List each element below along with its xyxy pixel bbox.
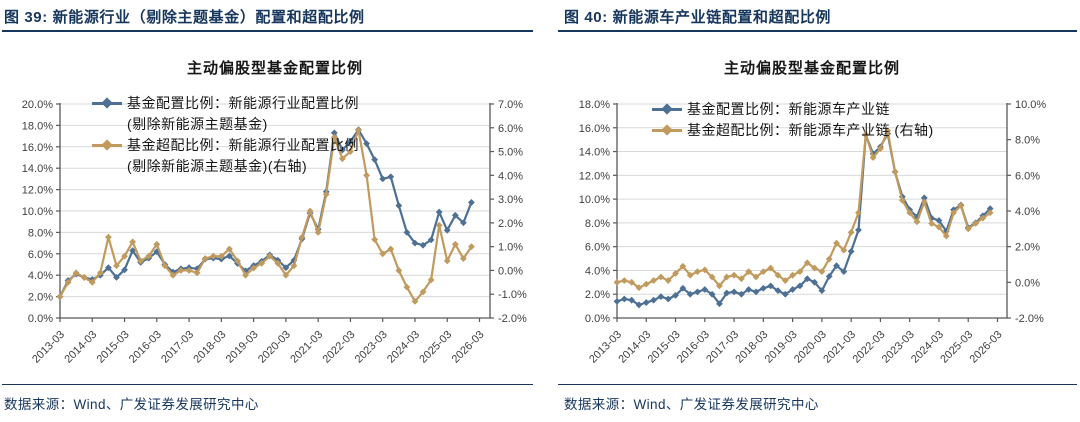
svg-text:-2.0%: -2.0%: [498, 313, 527, 325]
figure-caption: 图 40: 新能源车产业链配置和超配比例: [564, 9, 832, 26]
svg-text:2.0%: 2.0%: [498, 218, 523, 230]
svg-text:2.0%: 2.0%: [28, 292, 53, 304]
svg-text:2.0%: 2.0%: [1015, 242, 1040, 254]
svg-text:0.0%: 0.0%: [585, 313, 610, 325]
svg-text:2019-03: 2019-03: [224, 329, 261, 366]
legend-label: 基金超配比例：新能源行业配置比例 (剔除新能源主题基金)(右轴): [127, 137, 359, 174]
svg-text:2017-03: 2017-03: [159, 329, 196, 366]
svg-text:6.0%: 6.0%: [1015, 170, 1040, 182]
svg-text:20.0%: 20.0%: [22, 99, 53, 111]
svg-text:2021-03: 2021-03: [288, 329, 325, 366]
svg-text:2013-03: 2013-03: [30, 329, 67, 366]
svg-text:10.0%: 10.0%: [579, 194, 610, 206]
svg-text:8.0%: 8.0%: [585, 218, 610, 230]
svg-text:6.0%: 6.0%: [498, 123, 523, 135]
svg-text:0.0%: 0.0%: [28, 313, 53, 325]
caption-divider: [558, 30, 1077, 32]
source-divider: [2, 384, 533, 386]
source-divider: [558, 384, 1077, 386]
svg-text:6.0%: 6.0%: [585, 242, 610, 254]
legend-entry: 基金配置比例：新能源行业配置比例 (剔除新能源主题基金): [92, 93, 359, 135]
svg-text:0.0%: 0.0%: [1015, 277, 1040, 289]
svg-text:16.0%: 16.0%: [22, 142, 53, 154]
svg-text:4.0%: 4.0%: [585, 265, 610, 277]
chart-legend: 基金配置比例：新能源行业配置比例 (剔除新能源主题基金) 基金超配比例：新能源行…: [92, 93, 359, 177]
legend-entry: 基金超配比例：新能源车产业链 (右轴): [652, 120, 934, 141]
svg-text:2020-03: 2020-03: [256, 329, 293, 366]
line-chart: 0.0% 2.0% 4.0% 6.0% 8.0% 10.0% 12.0% 14.0% 16.0%…: [22, 99, 527, 366]
legend-entry: 基金配置比例：新能源车产业链: [652, 99, 934, 120]
line-diamond-marker-icon: [652, 99, 682, 120]
svg-text:2018-03: 2018-03: [191, 329, 228, 366]
svg-text:2023-03: 2023-03: [353, 329, 390, 366]
svg-text:18.0%: 18.0%: [22, 120, 53, 132]
chart-legend: 基金配置比例：新能源车产业链 基金超配比例：新能源车产业链 (右轴): [652, 99, 934, 141]
svg-text:3.0%: 3.0%: [498, 194, 523, 206]
svg-text:16.0%: 16.0%: [579, 123, 610, 135]
svg-text:8.0%: 8.0%: [28, 227, 53, 239]
source-note: 数据来源：Wind、广发证券发展研究中心: [4, 397, 259, 412]
chart-title: 主动偏股型基金配置比例: [723, 60, 900, 77]
source-note: 数据来源：Wind、广发证券发展研究中心: [564, 397, 819, 412]
svg-text:2016-03: 2016-03: [127, 329, 164, 366]
svg-text:18.0%: 18.0%: [579, 99, 610, 111]
svg-text:6.0%: 6.0%: [28, 249, 53, 261]
line-diamond-marker-icon: [92, 93, 122, 114]
legend-entry: 基金超配比例：新能源行业配置比例 (剔除新能源主题基金)(右轴): [92, 135, 359, 177]
svg-text:2015-03: 2015-03: [95, 329, 132, 366]
line-chart: 0.0% 2.0% 4.0% 6.0% 8.0% 10.0% 12.0% 14.0% 16.0%…: [579, 99, 1047, 366]
svg-text:4.0%: 4.0%: [1015, 206, 1040, 218]
svg-text:5.0%: 5.0%: [498, 147, 523, 159]
svg-text:1.0%: 1.0%: [498, 242, 523, 254]
svg-text:12.0%: 12.0%: [22, 185, 53, 197]
svg-text:2022-03: 2022-03: [321, 329, 358, 366]
caption-divider: [2, 30, 533, 32]
line-diamond-marker-icon: [652, 120, 682, 141]
svg-text:7.0%: 7.0%: [498, 99, 523, 111]
svg-text:10.0%: 10.0%: [22, 206, 53, 218]
svg-text:14.0%: 14.0%: [579, 147, 610, 159]
svg-text:4.0%: 4.0%: [28, 270, 53, 282]
line-diamond-marker-icon: [92, 135, 122, 156]
svg-text:8.0%: 8.0%: [1015, 135, 1040, 147]
legend-label: 基金超配比例：新能源车产业链 (右轴): [687, 122, 934, 138]
legend-label: 基金配置比例：新能源行业配置比例 (剔除新能源主题基金): [127, 95, 359, 132]
figure-40-panel: 图 40: 新能源车产业链配置和超配比例 主动偏股型基金配置比例 基金配置比例：…: [540, 0, 1080, 422]
legend-label: 基金配置比例：新能源车产业链: [687, 101, 890, 117]
svg-text:2024-03: 2024-03: [385, 329, 422, 366]
svg-text:10.0%: 10.0%: [1015, 99, 1046, 111]
svg-text:2026-03: 2026-03: [968, 329, 1005, 366]
svg-text:4.0%: 4.0%: [498, 170, 523, 182]
svg-text:-1.0%: -1.0%: [498, 289, 527, 301]
svg-text:-2.0%: -2.0%: [1015, 313, 1044, 325]
svg-text:0.0%: 0.0%: [498, 265, 523, 277]
svg-text:12.0%: 12.0%: [579, 170, 610, 182]
chart-title: 主动偏股型基金配置比例: [186, 60, 363, 77]
svg-text:2026-03: 2026-03: [450, 329, 487, 366]
figure-39-panel: 图 39: 新能源行业（剔除主题基金）配置和超配比例 主动偏股型基金配置比例 基…: [2, 9, 533, 412]
svg-text:14.0%: 14.0%: [22, 163, 53, 175]
svg-text:2014-03: 2014-03: [62, 329, 99, 366]
figure-caption: 图 39: 新能源行业（剔除主题基金）配置和超配比例: [4, 9, 365, 26]
svg-text:2025-03: 2025-03: [417, 329, 454, 366]
svg-text:2.0%: 2.0%: [585, 289, 610, 301]
